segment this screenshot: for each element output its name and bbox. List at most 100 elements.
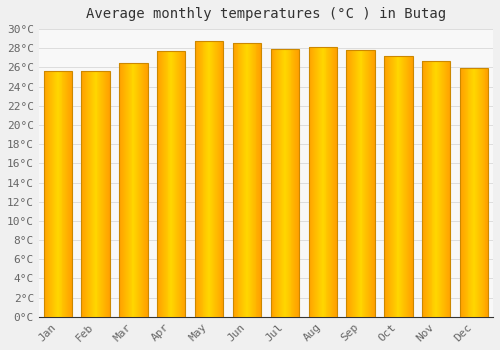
Bar (170, 51, 172, 317)
Bar (409, 56, 410, 317)
Bar (105, 71, 106, 317)
Bar (44, 71, 72, 317)
Bar (481, 68, 482, 317)
Bar (321, 47, 322, 317)
Bar (423, 61, 424, 317)
Bar (98, 71, 100, 317)
Bar (364, 50, 366, 317)
Bar (120, 63, 121, 317)
Bar (67, 71, 68, 317)
Bar (82, 71, 110, 317)
Bar (126, 63, 127, 317)
Bar (68, 71, 69, 317)
Bar (145, 63, 146, 317)
Bar (362, 50, 364, 317)
Bar (178, 51, 179, 317)
Bar (387, 56, 388, 317)
Bar (443, 61, 444, 317)
Bar (53, 71, 54, 317)
Bar (353, 50, 354, 317)
Bar (162, 51, 163, 317)
Bar (144, 63, 145, 317)
Bar (176, 51, 177, 317)
Bar (243, 43, 244, 317)
Bar (55, 71, 56, 317)
Bar (333, 47, 334, 317)
Bar (316, 47, 317, 317)
Bar (163, 51, 164, 317)
Bar (123, 63, 124, 317)
Bar (137, 63, 138, 317)
Bar (371, 50, 372, 317)
Bar (354, 50, 355, 317)
Bar (441, 61, 442, 317)
Bar (62, 71, 64, 317)
Bar (281, 49, 282, 317)
Bar (284, 49, 285, 317)
Bar (390, 56, 391, 317)
Bar (166, 51, 168, 317)
Bar (355, 50, 356, 317)
Bar (84, 71, 85, 317)
Bar (319, 47, 320, 317)
Bar (209, 41, 210, 317)
Bar (242, 43, 243, 317)
Bar (285, 49, 286, 317)
Bar (212, 41, 213, 317)
Bar (233, 43, 261, 317)
Bar (460, 68, 461, 317)
Bar (216, 41, 218, 317)
Bar (294, 49, 296, 317)
Bar (315, 47, 316, 317)
Bar (385, 56, 386, 317)
Bar (476, 68, 477, 317)
Bar (357, 50, 358, 317)
Bar (272, 49, 274, 317)
Bar (44, 71, 46, 317)
Bar (484, 68, 486, 317)
Bar (298, 49, 299, 317)
Bar (448, 61, 450, 317)
Bar (464, 68, 466, 317)
Bar (320, 47, 321, 317)
Bar (64, 71, 66, 317)
Bar (124, 63, 125, 317)
Bar (372, 50, 373, 317)
Bar (50, 71, 51, 317)
Bar (312, 47, 313, 317)
Bar (468, 68, 469, 317)
Bar (308, 47, 337, 317)
Bar (425, 61, 426, 317)
Bar (314, 47, 315, 317)
Bar (94, 71, 96, 317)
Bar (370, 50, 371, 317)
Bar (71, 71, 72, 317)
Bar (391, 56, 392, 317)
Bar (82, 71, 84, 317)
Bar (168, 51, 170, 317)
Bar (282, 49, 283, 317)
Bar (119, 63, 148, 317)
Bar (211, 41, 212, 317)
Bar (174, 51, 175, 317)
Bar (206, 41, 208, 317)
Bar (208, 41, 209, 317)
Bar (276, 49, 278, 317)
Bar (470, 68, 472, 317)
Bar (108, 71, 109, 317)
Bar (200, 41, 202, 317)
Bar (109, 71, 110, 317)
Bar (128, 63, 130, 317)
Bar (69, 71, 70, 317)
Bar (88, 71, 89, 317)
Bar (407, 56, 408, 317)
Bar (127, 63, 128, 317)
Bar (434, 61, 436, 317)
Bar (177, 51, 178, 317)
Bar (358, 50, 360, 317)
Bar (313, 47, 314, 317)
Bar (318, 47, 319, 317)
Bar (430, 61, 432, 317)
Bar (46, 71, 48, 317)
Bar (408, 56, 409, 317)
